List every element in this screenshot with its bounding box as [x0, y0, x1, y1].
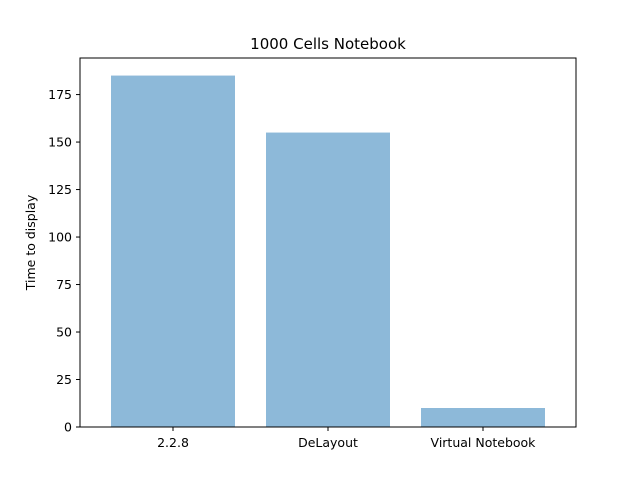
y-axis: 0 25 50 75 100 125 150 175: [48, 87, 80, 435]
bars-group: [111, 75, 545, 428]
chart-title: 1000 Cells Notebook: [250, 35, 406, 53]
bar-2: [421, 408, 545, 427]
bar-1: [266, 132, 390, 427]
y-tick-label-6: 150: [48, 135, 72, 150]
y-tick-label-7: 175: [48, 87, 72, 102]
bar-0: [111, 75, 235, 428]
y-tick-label-0: 0: [64, 420, 72, 435]
x-tick-label-1: DeLayout: [298, 435, 358, 450]
y-tick-label-2: 50: [56, 325, 72, 340]
x-tick-label-2: Virtual Notebook: [431, 435, 537, 450]
y-tick-label-1: 25: [56, 372, 72, 387]
x-tick-label-0: 2.2.8: [157, 435, 189, 450]
y-tick-label-4: 100: [48, 230, 72, 245]
x-axis: 2.2.8 DeLayout Virtual Notebook: [157, 427, 536, 450]
y-tick-label-5: 125: [48, 182, 72, 197]
y-axis-label: Time to display: [23, 194, 38, 291]
y-tick-label-3: 75: [56, 277, 72, 292]
